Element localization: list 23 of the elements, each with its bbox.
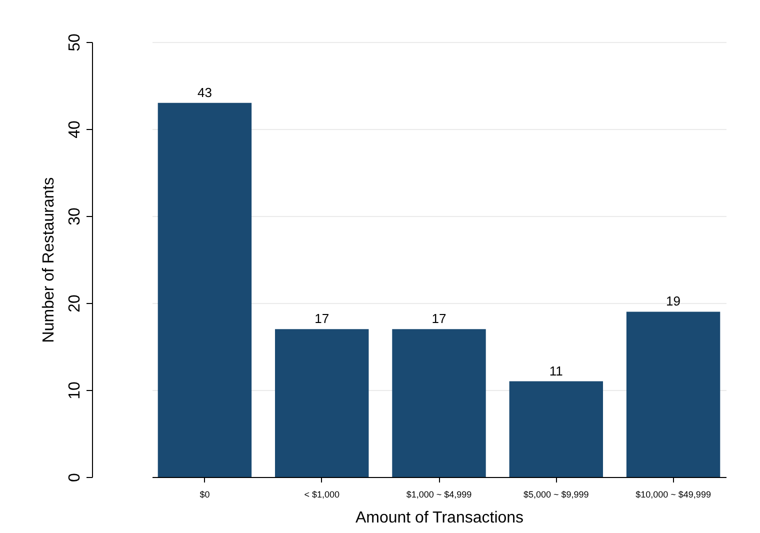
x-tick-label: < $1,000 bbox=[304, 490, 340, 500]
bar bbox=[392, 329, 486, 477]
x-axis-title: Amount of Transactions bbox=[355, 510, 524, 526]
bar bbox=[626, 312, 720, 477]
bar bbox=[509, 381, 603, 477]
x-tick-label: $0 bbox=[200, 490, 210, 500]
y-axis-title: Number of Restaurants bbox=[40, 177, 58, 343]
bar bbox=[158, 102, 252, 477]
y-tick-label: 40 bbox=[66, 120, 84, 138]
data-label: 11 bbox=[549, 363, 563, 378]
bar bbox=[275, 329, 369, 477]
x-tick-label: $10,000 ~ $49,999 bbox=[636, 490, 711, 500]
y-tick-label: 30 bbox=[66, 208, 84, 226]
y-tick-label: 20 bbox=[66, 294, 84, 312]
data-label: 19 bbox=[666, 294, 681, 309]
data-label: 43 bbox=[197, 84, 212, 100]
y-tick-label: 50 bbox=[66, 34, 84, 52]
data-label: 17 bbox=[432, 311, 446, 326]
y-tick-label: 0 bbox=[66, 472, 84, 482]
x-tick-label: $5,000 ~ $9,999 bbox=[523, 490, 589, 500]
x-tick-label: $1,000 ~ $4,999 bbox=[406, 490, 472, 500]
y-tick-label: 10 bbox=[66, 382, 84, 400]
data-label: 17 bbox=[314, 311, 330, 326]
